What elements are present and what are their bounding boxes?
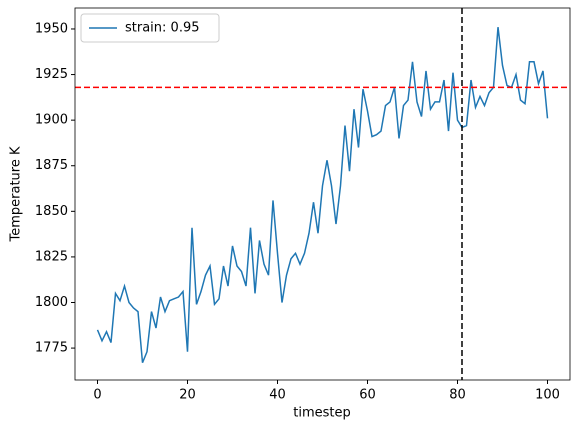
y-tick-label: 1950: [35, 21, 68, 36]
x-tick-label: 40: [269, 388, 286, 403]
x-tick-label: 0: [93, 388, 101, 403]
x-tick-label: 100: [535, 388, 560, 403]
plot-frame: [74, 7, 571, 381]
x-axis-label: timestep: [293, 406, 351, 421]
y-tick-label: 1925: [35, 67, 68, 82]
y-axis-label: Temperature K: [9, 146, 24, 242]
y-tick-label: 1775: [35, 341, 68, 356]
legend-label: strain: 0.95: [125, 21, 200, 36]
data-line: [96, 27, 549, 363]
y-tick-label: 1875: [35, 158, 68, 173]
y-tick-label: 1900: [35, 113, 68, 128]
legend-box: [80, 13, 220, 43]
y-tick-label: 1800: [35, 295, 68, 310]
x-tick-label: 60: [359, 388, 376, 403]
x-tick-label: 20: [179, 388, 196, 403]
y-tick-label: 1825: [35, 249, 68, 264]
y-tick-label: 1850: [35, 204, 68, 219]
x-tick-label: 80: [449, 388, 466, 403]
